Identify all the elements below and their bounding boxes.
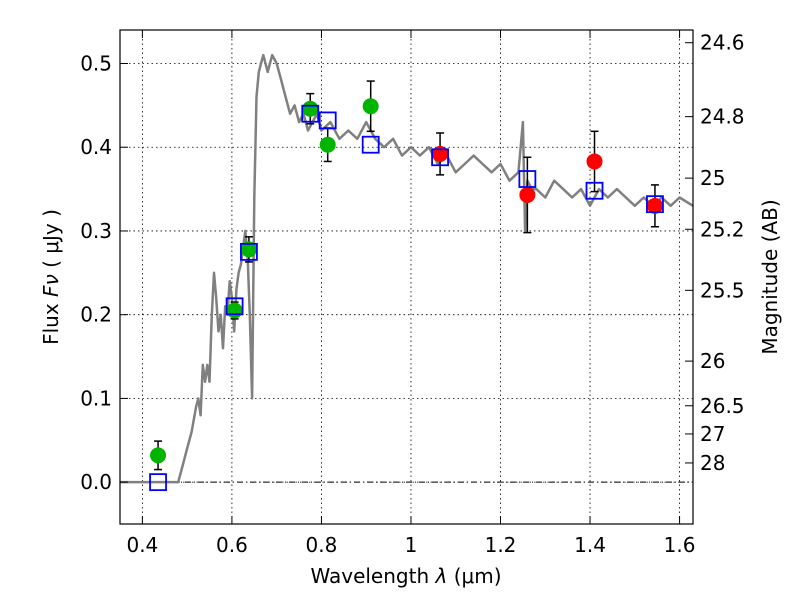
axis-ticks: 0.4 0.6 0.8 1 1.2 1.4 1.6 0.0 0.1 0.2 0.3 0.4 0.5 24.… (80, 30, 745, 557)
y-tick-label: 0.4 (80, 135, 112, 159)
x-tick-label: 0.4 (126, 533, 158, 557)
green-point (226, 302, 243, 319)
y2-tick-label: 27 (700, 422, 725, 446)
model-box (361, 135, 380, 154)
y-tick-label: 0.3 (80, 219, 112, 243)
x-axis-title: Wavelength λ (μm) (310, 564, 501, 588)
y2-tick-label: 25.2 (700, 217, 745, 241)
model-box (585, 181, 604, 200)
x-tick-label: 0.6 (216, 533, 248, 557)
model-box (240, 242, 258, 261)
model-boxes (149, 104, 664, 492)
y-axis-title: Flux Fν ( μJy ) (39, 209, 63, 345)
y2-axis-title: Magnitude (AB) (758, 199, 782, 354)
model-box (149, 473, 167, 492)
y-tick-label: 0.0 (80, 470, 112, 494)
model-box (518, 170, 537, 188)
x-tick-label: 1.2 (485, 533, 517, 557)
plot-area (120, 30, 693, 524)
y2-tick-label: 24.6 (700, 31, 745, 55)
x-tick-label: 0.8 (306, 533, 338, 557)
green-point (362, 98, 379, 115)
red-point (519, 186, 536, 203)
x-axis-symbol: λ (435, 564, 448, 588)
model-box (646, 195, 664, 214)
y2-tick-label: 26 (700, 349, 725, 373)
error-bars (154, 80, 659, 471)
y2-tick-label: 26.5 (700, 394, 745, 418)
green-point (319, 136, 336, 153)
y2-tick-label: 24.8 (700, 105, 745, 129)
model-box (318, 111, 337, 130)
model-box (431, 148, 449, 167)
x-axis-label: Wavelength (310, 564, 429, 588)
plot-frame (119, 29, 694, 525)
y-tick-label: 0.1 (80, 386, 112, 410)
x-tick-label: 1.6 (664, 533, 696, 557)
model-box (301, 104, 320, 123)
x-tick-label: 1.4 (574, 533, 606, 557)
red-point (646, 197, 663, 214)
red-point (586, 153, 603, 170)
model-box (225, 297, 244, 316)
y-axis-symbol: Fν (39, 274, 63, 297)
y-axis-unit: ( μJy ) (39, 209, 63, 268)
x-tick-label: 1 (405, 533, 418, 557)
green-point (240, 241, 257, 258)
green-point (150, 447, 167, 464)
y2-tick-label: 25 (700, 166, 725, 190)
y2-tick-label: 28 (700, 451, 725, 475)
y-tick-label: 0.5 (80, 51, 112, 75)
red-point (432, 145, 449, 162)
x-axis-unit: (μm) (454, 564, 502, 588)
y-axis-label: Flux (39, 303, 63, 345)
y-tick-label: 0.2 (80, 303, 112, 327)
green-point (302, 100, 319, 117)
y2-tick-label: 25.5 (700, 278, 745, 302)
